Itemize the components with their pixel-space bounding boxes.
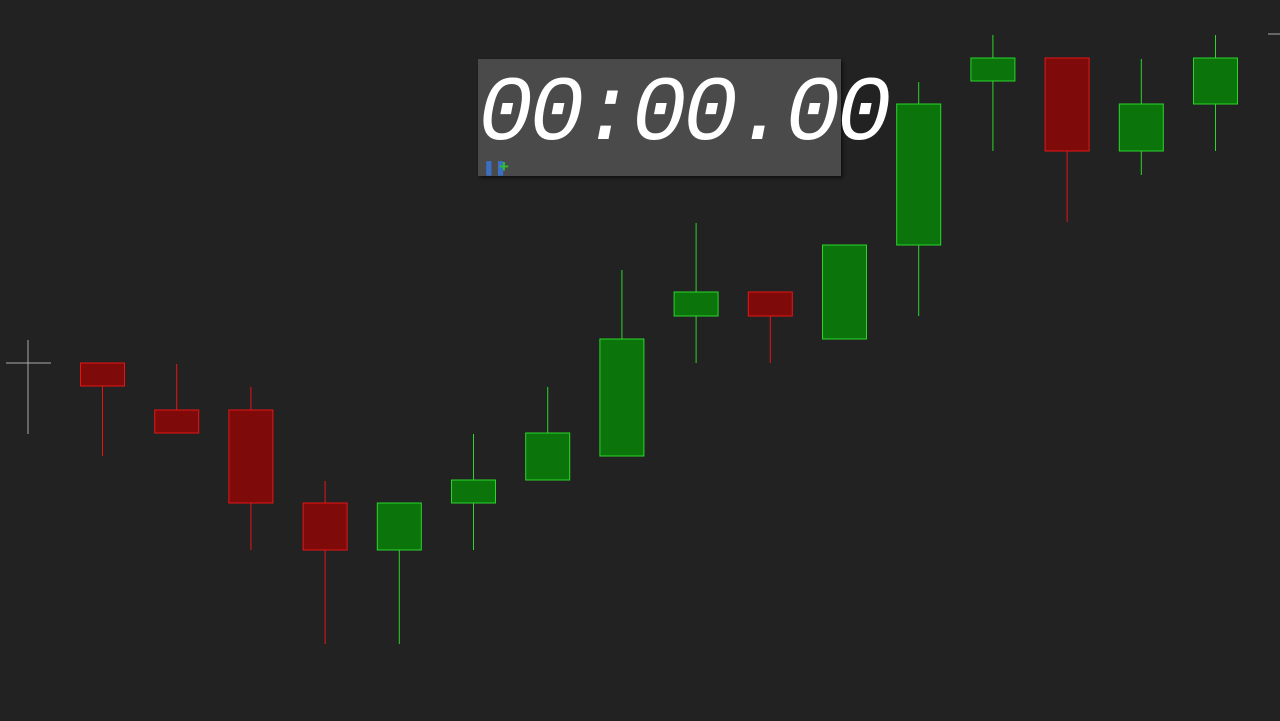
candle-body bbox=[970, 57, 1016, 82]
candle-body bbox=[451, 479, 496, 504]
candle-body bbox=[673, 291, 719, 317]
candle-body bbox=[822, 244, 867, 340]
candle-body bbox=[302, 502, 348, 551]
candle-body bbox=[525, 432, 571, 481]
timer-display: 00:00.00 bbox=[478, 62, 892, 167]
candle-body bbox=[1193, 57, 1238, 105]
candle-body bbox=[154, 409, 200, 434]
stopwatch: 00:00.00 ❚❚ + bbox=[478, 59, 892, 176]
candle-body bbox=[599, 338, 645, 457]
candle-body bbox=[747, 291, 793, 317]
candle-body bbox=[80, 362, 125, 387]
candle-body bbox=[1044, 57, 1090, 152]
add-button[interactable]: + bbox=[499, 157, 509, 176]
candle-body bbox=[228, 409, 274, 504]
candle-body bbox=[896, 103, 942, 246]
candle-body bbox=[376, 502, 422, 551]
candle-body bbox=[1118, 103, 1164, 152]
pause-button[interactable]: ❚❚ bbox=[483, 159, 507, 175]
